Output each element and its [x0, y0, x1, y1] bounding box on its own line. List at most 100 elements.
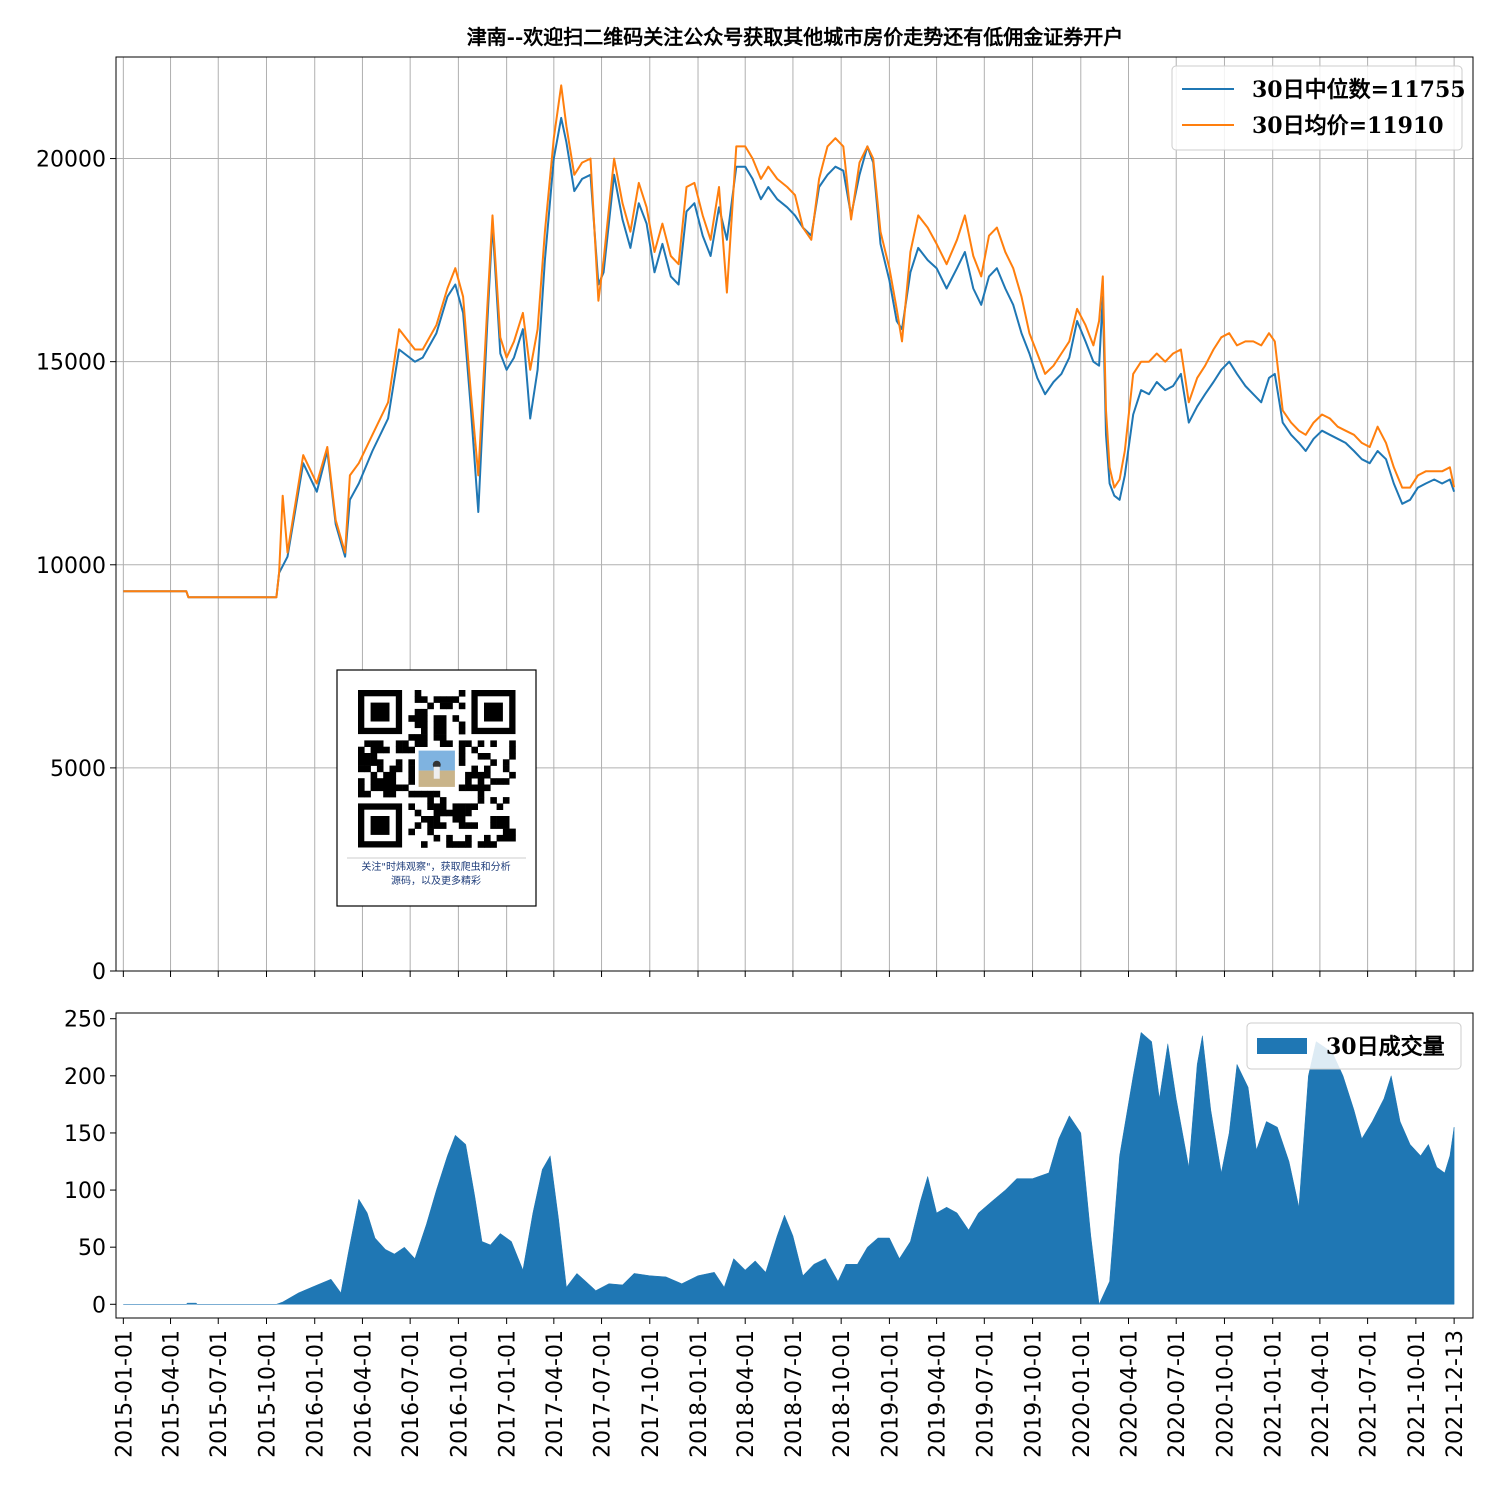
qr-module: [433, 816, 441, 823]
qr-module: [408, 790, 415, 798]
qr-module: [414, 790, 422, 798]
volume-y-tick-label: 50: [78, 1236, 106, 1261]
qr-module: [395, 784, 403, 792]
volume-legend-box: [1246, 1022, 1462, 1070]
qr-module: [471, 771, 478, 779]
qr-module: [477, 740, 485, 747]
x-tick-label: 2021-01-01: [1262, 1330, 1287, 1458]
chart-title: 津南--欢迎扫二维码关注公众号获取其他城市房价走势还有低佣金证券开户: [467, 25, 1124, 49]
qr-module: [452, 803, 460, 810]
qr-module: [414, 734, 422, 741]
price-y-axis: 0 5000 10000 15000 20000: [36, 148, 116, 985]
qr-module: [502, 765, 510, 773]
qr-module: [358, 778, 365, 785]
qr-module: [364, 740, 371, 747]
qr-module: [370, 753, 378, 760]
qr-module: [433, 721, 441, 729]
qr-module: [452, 816, 460, 823]
qr-module: [477, 841, 485, 848]
qr-module: [408, 746, 415, 754]
qr-module: [502, 822, 510, 829]
qr-logo-sky: [418, 750, 455, 771]
qr-module: [433, 809, 441, 817]
qr-module: [458, 784, 466, 792]
qr-module: [458, 740, 466, 747]
x-tick-label: 2017-01-01: [496, 1330, 521, 1458]
qr-module: [496, 834, 504, 842]
volume-legend: 30日成交量: [1246, 1022, 1462, 1070]
qr-module: [458, 841, 466, 848]
volume-y-tick-label: 150: [64, 1122, 106, 1147]
qr-module: [477, 753, 485, 760]
qr-module: [458, 690, 466, 697]
volume-y-tick-label: 250: [64, 1008, 106, 1033]
qr-module: [471, 822, 478, 829]
qr-module: [389, 784, 397, 792]
qr-module: [509, 834, 516, 842]
qr-module: [433, 696, 441, 703]
qr-module: [414, 690, 422, 697]
qr-module: [458, 816, 466, 823]
qr-module: [439, 809, 447, 817]
qr-finder-center: [484, 702, 503, 722]
price-legend-box: [1171, 65, 1463, 151]
qr-module: [364, 759, 371, 766]
x-tick-label: 2021-10-01: [1405, 1330, 1430, 1458]
qr-module: [408, 765, 415, 773]
qr-module: [439, 734, 447, 741]
qr-module: [490, 740, 497, 747]
qr-module: [465, 822, 472, 829]
qr-module: [439, 715, 447, 722]
qr-module: [465, 771, 472, 779]
legend-label-mean: 30日均价=11910: [1252, 113, 1444, 139]
qr-module: [376, 746, 384, 754]
x-tick-label: 2015-10-01: [255, 1330, 280, 1458]
qr-module: [421, 790, 428, 798]
volume-x-axis: 2015-01-01 2015-04-01 2015-07-01 2015-10-01…: [112, 1318, 1468, 1458]
qr-module: [458, 803, 466, 810]
qr-module: [509, 740, 516, 747]
qr-module: [433, 727, 441, 735]
qr-module: [484, 841, 491, 848]
price-y-tick-label: 10000: [36, 554, 106, 579]
x-tick-label: 2020-01-01: [1070, 1330, 1095, 1458]
volume-plot-frame: [115, 1012, 1474, 1319]
qr-caption-line1: 关注"时炜观察"，获取爬虫和分析: [361, 860, 510, 873]
qr-module: [465, 809, 472, 817]
x-tick-label: 2021-04-01: [1309, 1330, 1334, 1458]
qr-module: [427, 822, 434, 829]
qr-logo-figure-body: [433, 766, 440, 779]
qr-module: [383, 771, 390, 779]
qr-module: [383, 746, 390, 754]
qr-module: [490, 759, 497, 766]
qr-module: [383, 784, 390, 792]
qr-module: [477, 771, 485, 779]
legend-swatch-volume: [1257, 1038, 1307, 1054]
qr-module: [502, 778, 510, 785]
qr-module: [458, 759, 466, 766]
qr-module: [433, 790, 441, 798]
x-tick-label: 2019-10-01: [1022, 1330, 1047, 1458]
qr-module: [446, 809, 453, 817]
qr-module: [358, 784, 365, 792]
qr-code-icon: [358, 690, 516, 848]
qr-module: [484, 765, 491, 773]
qr-module: [383, 790, 390, 798]
qr-module: [490, 816, 497, 823]
qr-module: [446, 702, 453, 710]
legend-label-median: 30日中位数=11755: [1252, 77, 1466, 103]
price-y-tick-label: 20000: [36, 148, 106, 173]
price-x-ticks: [122, 971, 1455, 977]
qr-module: [496, 803, 504, 810]
qr-module: [484, 784, 491, 792]
qr-module: [421, 708, 428, 716]
qr-module: [502, 834, 510, 842]
qr-module: [370, 784, 378, 792]
volume-series-area: [123, 1031, 1455, 1306]
qr-module: [364, 753, 371, 760]
qr-module: [439, 822, 447, 829]
qr-module: [427, 816, 434, 823]
qr-module: [421, 841, 428, 848]
mean-price-line: [123, 84, 1456, 599]
qr-module: [421, 740, 428, 747]
